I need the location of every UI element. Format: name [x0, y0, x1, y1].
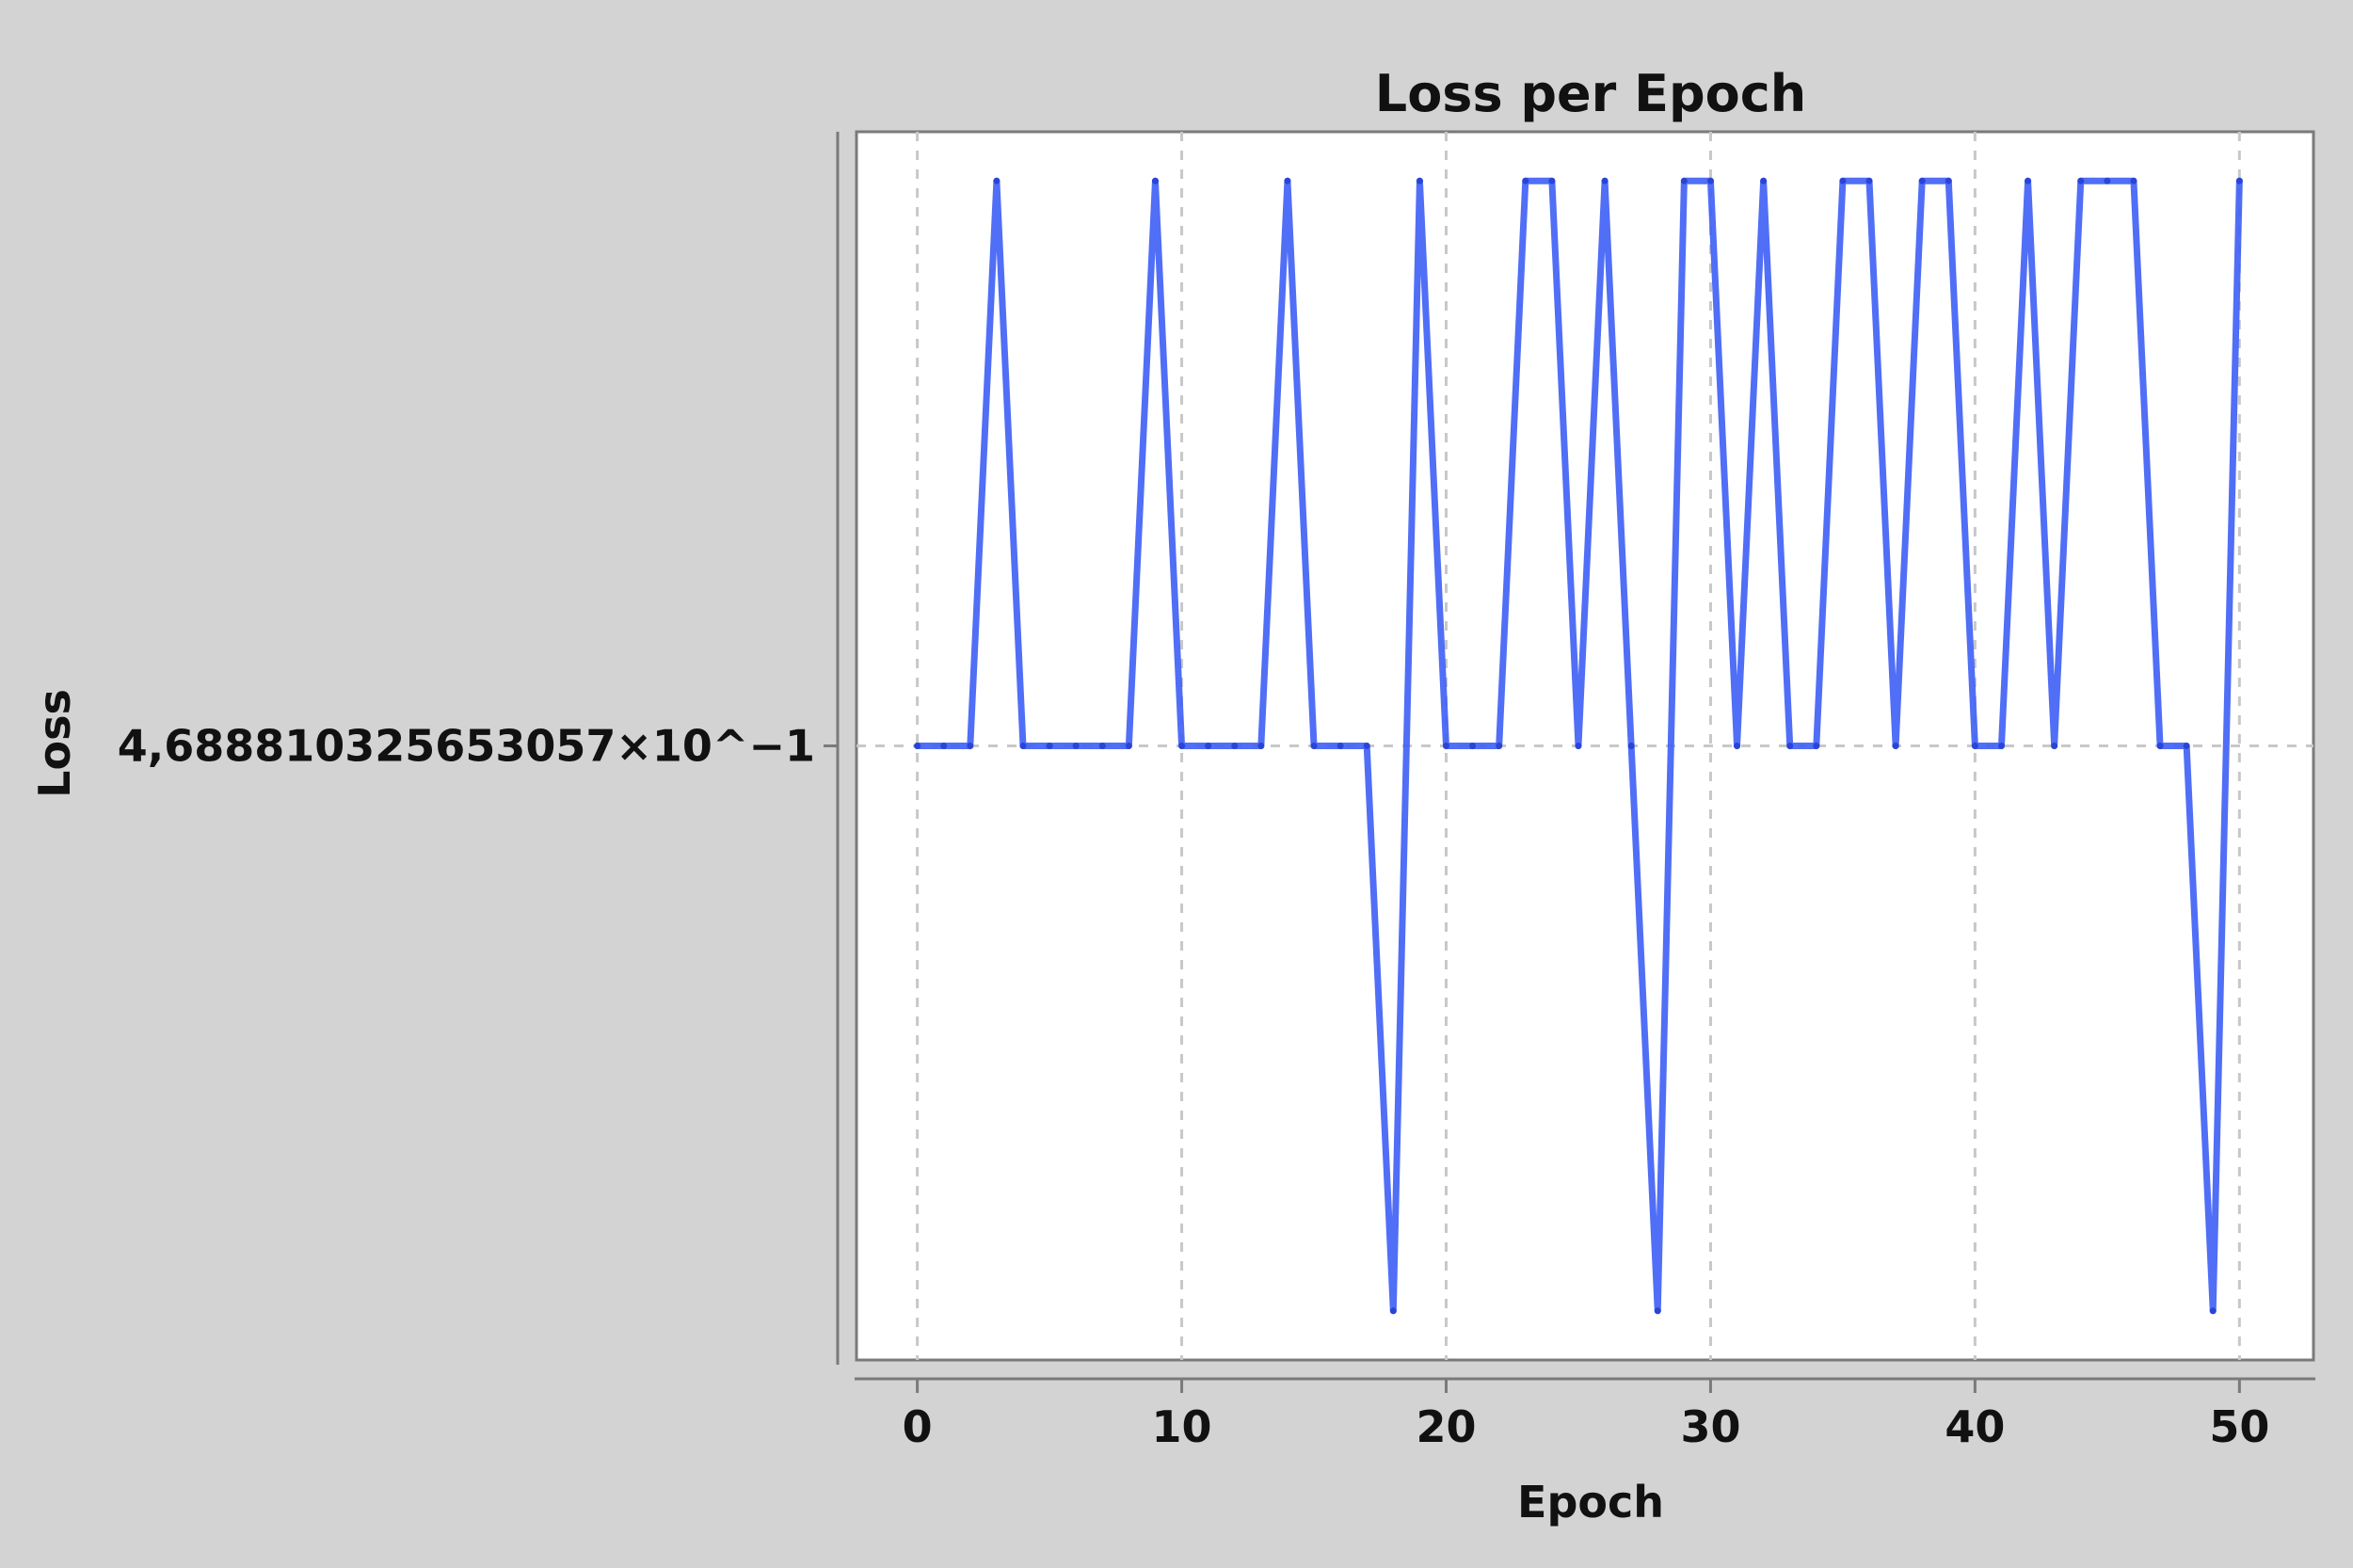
- data-point: [1389, 1307, 1397, 1315]
- data-point: [1971, 743, 1978, 749]
- data-point: [1601, 177, 1609, 184]
- data-point: [1416, 177, 1423, 184]
- data-point: [1469, 743, 1477, 749]
- data-point: [1627, 743, 1635, 749]
- x-axis-title: Epoch: [1517, 1477, 1664, 1528]
- data-point: [1654, 1307, 1661, 1315]
- x-tick-label: 40: [1945, 1401, 2005, 1452]
- x-tick-label: 50: [2209, 1401, 2269, 1452]
- data-point: [1125, 743, 1132, 749]
- data-point: [1575, 743, 1582, 749]
- y-tick-label: 4,688810325653057×10^−1: [118, 721, 815, 772]
- data-point: [1231, 743, 1239, 749]
- data-point: [1284, 177, 1291, 184]
- data-point: [1257, 743, 1265, 749]
- data-point: [2051, 743, 2058, 749]
- data-point: [2025, 177, 2032, 184]
- x-tick-label: 10: [1152, 1401, 1212, 1452]
- data-point: [1760, 177, 1768, 184]
- data-point: [1997, 743, 2005, 749]
- data-point: [940, 743, 948, 749]
- x-tick-label: 20: [1416, 1401, 1476, 1452]
- data-point: [1443, 743, 1450, 749]
- data-point: [1496, 743, 1503, 749]
- data-point: [2077, 177, 2085, 184]
- data-point: [1706, 177, 1714, 184]
- data-point: [1178, 743, 1186, 749]
- data-point: [1337, 743, 1344, 749]
- data-point: [1813, 743, 1820, 749]
- x-tick-label: 0: [903, 1401, 933, 1452]
- data-point: [1522, 177, 1529, 184]
- data-point: [1734, 743, 1741, 749]
- data-point: [1072, 743, 1080, 749]
- axes-layer: [824, 132, 2315, 1393]
- data-point: [1310, 743, 1318, 749]
- data-point: [967, 743, 974, 749]
- data-point: [914, 743, 921, 749]
- data-point: [1839, 177, 1847, 184]
- data-point: [1151, 177, 1159, 184]
- data-point: [1865, 177, 1873, 184]
- series-layer: [914, 177, 2243, 1315]
- data-point: [993, 177, 1000, 184]
- data-point: [2209, 1307, 2217, 1315]
- data-point: [1019, 743, 1027, 749]
- data-point: [1363, 743, 1370, 749]
- data-point: [1786, 743, 1794, 749]
- data-point: [2130, 177, 2137, 184]
- data-point: [1892, 743, 1899, 749]
- data-point: [1098, 743, 1106, 749]
- data-point: [2104, 177, 2111, 184]
- data-point: [2235, 177, 2243, 184]
- data-point: [1680, 177, 1688, 184]
- tick-layer: 0 10 20 30 40 50 4,688810325653057×10^−1: [118, 721, 2270, 1453]
- data-point: [1046, 743, 1053, 749]
- y-axis-title: Loss: [29, 689, 80, 798]
- grid-layer: [856, 132, 2313, 1360]
- data-point: [1945, 177, 1952, 184]
- data-point: [2183, 743, 2190, 749]
- chart-title: Loss per Epoch: [1375, 64, 1806, 123]
- data-point: [1205, 743, 1212, 749]
- data-point: [2156, 743, 2164, 749]
- x-tick-label: 30: [1680, 1401, 1740, 1452]
- data-point: [1548, 177, 1556, 184]
- data-point: [1918, 177, 1926, 184]
